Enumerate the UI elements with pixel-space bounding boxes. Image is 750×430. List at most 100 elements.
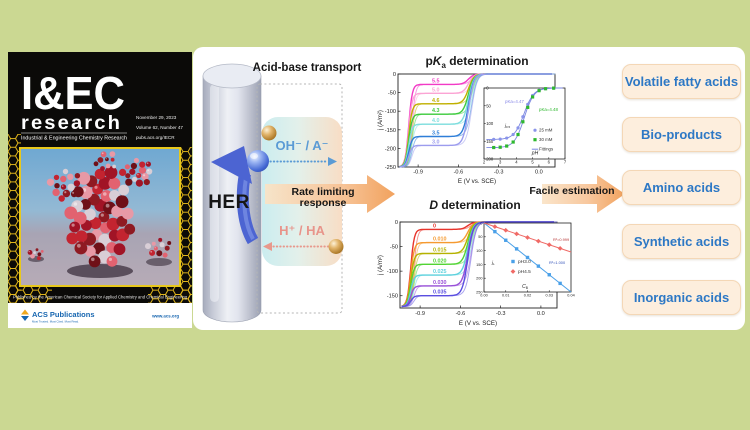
anion-flux-arrow [266,157,337,166]
svg-text:0.010: 0.010 [433,237,447,243]
svg-text:CB: CB [522,284,529,290]
svg-text:-0.9: -0.9 [413,170,423,176]
svg-text:3.0: 3.0 [432,139,440,145]
molecule-cluster-art [27,151,172,278]
svg-text:4: 4 [515,160,518,165]
svg-text:E (V vs. SCE): E (V vs. SCE) [459,320,497,327]
journal-cover: I&EC research Industrial & Engineering C… [8,52,192,328]
svg-text:-50: -50 [388,91,396,97]
cover-footer: Published by the American Chemical Socie… [13,295,188,300]
svg-text:200: 200 [476,277,482,281]
svg-text:0.04: 0.04 [567,293,574,297]
d-inset: 0.00 0.01 0.02 0.03 0.04 0 50 100 150 200 250 R²=1.… [476,221,575,297]
svg-text:-250: -250 [385,165,396,171]
svg-text:0.02: 0.02 [524,293,531,297]
pka-inset: 2 3 4 5 6 7 0 50 100 150 200 pKa=4.47 pKa=4.48 25 mM 3… [483,86,567,165]
svg-text:0: 0 [480,221,482,225]
svg-text:pKa=4.48: pKa=4.48 [539,107,558,112]
honeycomb-right [179,147,192,304]
svg-text:D determination: D determination [429,198,520,212]
acid-box-synthetic-acids: Synthetic acids [622,224,741,259]
svg-text:-0.3: -0.3 [496,311,506,317]
svg-text:100: 100 [476,249,482,253]
acid-box-label: Amino acids [642,180,721,195]
svg-text:Fittings: Fittings [539,147,554,152]
anion-path-label: OH⁻ / A⁻ [275,138,329,153]
pka-axes: -0.9 -0.6 -0.3 0.0 0 -50 -100 -150 -200 -250 pKa d… [378,54,556,185]
journal-subtitle: Industrial & Engineering Chemistry Resea… [21,136,127,142]
svg-text:150: 150 [476,263,482,267]
acid-box-label: Inorganic acids [633,290,730,305]
svg-text:0: 0 [395,220,398,226]
her-label: HER [208,192,250,213]
rate-limiting-label: Rate limiting response [291,186,355,210]
svg-text:50: 50 [478,235,482,239]
svg-text:-100: -100 [387,269,398,275]
d-curves: 0 0.010 0.015 0.02 0 0.025 0.030 0.035 [401,221,558,308]
svg-text:pH4.5: pH4.5 [518,269,531,275]
svg-text:50: 50 [486,103,491,108]
electrode-cylinder [202,63,262,323]
svg-text:0: 0 [486,86,489,91]
svg-text:pH3.0: pH3.0 [518,259,531,265]
svg-text:2: 2 [483,160,486,165]
svg-text:5: 5 [531,160,534,165]
issue-volume: Volume 62, Number 47 [136,125,183,130]
acid-path-label: H⁺ / HA [279,223,325,238]
svg-text:j (A/m²): j (A/m²) [378,255,384,276]
svg-text:E (V vs. SCE): E (V vs. SCE) [458,178,496,185]
svg-text:0: 0 [433,223,436,229]
acid-base-transport-label: Acid-base transport [252,62,362,74]
acid-box-amino-acids: Amino acids [622,170,741,205]
svg-text:0.030: 0.030 [433,280,447,286]
pka-determination-chart: -0.9 -0.6 -0.3 0.0 0 -50 -100 -150 -200 -250 pKa d… [378,54,567,185]
svg-text:7: 7 [564,160,567,165]
svg-text:R²=0.999: R²=0.999 [553,237,569,242]
svg-text:200: 200 [486,157,494,162]
svg-text:pH: pH [531,151,539,157]
svg-text:-0.6: -0.6 [454,170,464,176]
svg-text:0.01: 0.01 [502,293,509,297]
acid-box-label: Bio-products [641,127,722,142]
acid-sphere [328,239,344,254]
publisher-name: ACS Publications [32,310,95,319]
svg-text:30 mM: 30 mM [539,137,553,142]
pka-curves: 5.5 5.0 4.6 4.3 4.0 3.5 3.0 [399,73,556,168]
acid-flux-arrow [263,242,336,251]
svg-text:jL: jL [491,260,495,266]
svg-text:4.0: 4.0 [432,118,440,124]
acid-box-inorganic-acids: Inorganic acids [622,280,741,315]
svg-text:0.0: 0.0 [535,170,543,176]
acid-box-bio-products: Bio-products [622,117,741,152]
her-cycle-arrow [211,146,259,245]
mechanism-scheme [202,63,625,323]
svg-text:-150: -150 [385,128,396,134]
publisher-band [8,303,192,328]
svg-text:-150: -150 [387,294,398,300]
svg-text:0.035: 0.035 [433,290,447,296]
svg-text:0.00: 0.00 [480,293,487,297]
svg-text:-200: -200 [385,146,396,152]
svg-text:-0.3: -0.3 [494,170,504,176]
svg-text:j (A/m²): j (A/m²) [378,110,384,131]
acid-box-label: Volatile fatty acids [624,74,739,89]
svg-text:25 mM: 25 mM [539,128,553,133]
acid-box-label: Synthetic acids [633,234,730,249]
svg-text:4.3: 4.3 [432,108,440,114]
anion-sphere [261,125,277,141]
svg-text:5.0: 5.0 [432,87,440,93]
acid-box-volatile-fatty-acids: Volatile fatty acids [622,64,741,99]
honeycomb-left [8,134,21,304]
svg-text:4.6: 4.6 [432,98,440,104]
svg-text:pKa determination: pKa determination [425,54,528,70]
svg-text:-50: -50 [390,245,398,251]
publisher-tagline: Most Trusted. Most Cited. Most Read. [32,320,79,324]
svg-text:0: 0 [393,72,396,78]
svg-text:5.5: 5.5 [432,78,440,84]
svg-text:0.015: 0.015 [433,247,447,253]
issue-date: November 29, 2023 [136,115,177,120]
facile-estimation-label: Facile estimation [529,185,615,197]
svg-text:0.025: 0.025 [433,269,447,275]
